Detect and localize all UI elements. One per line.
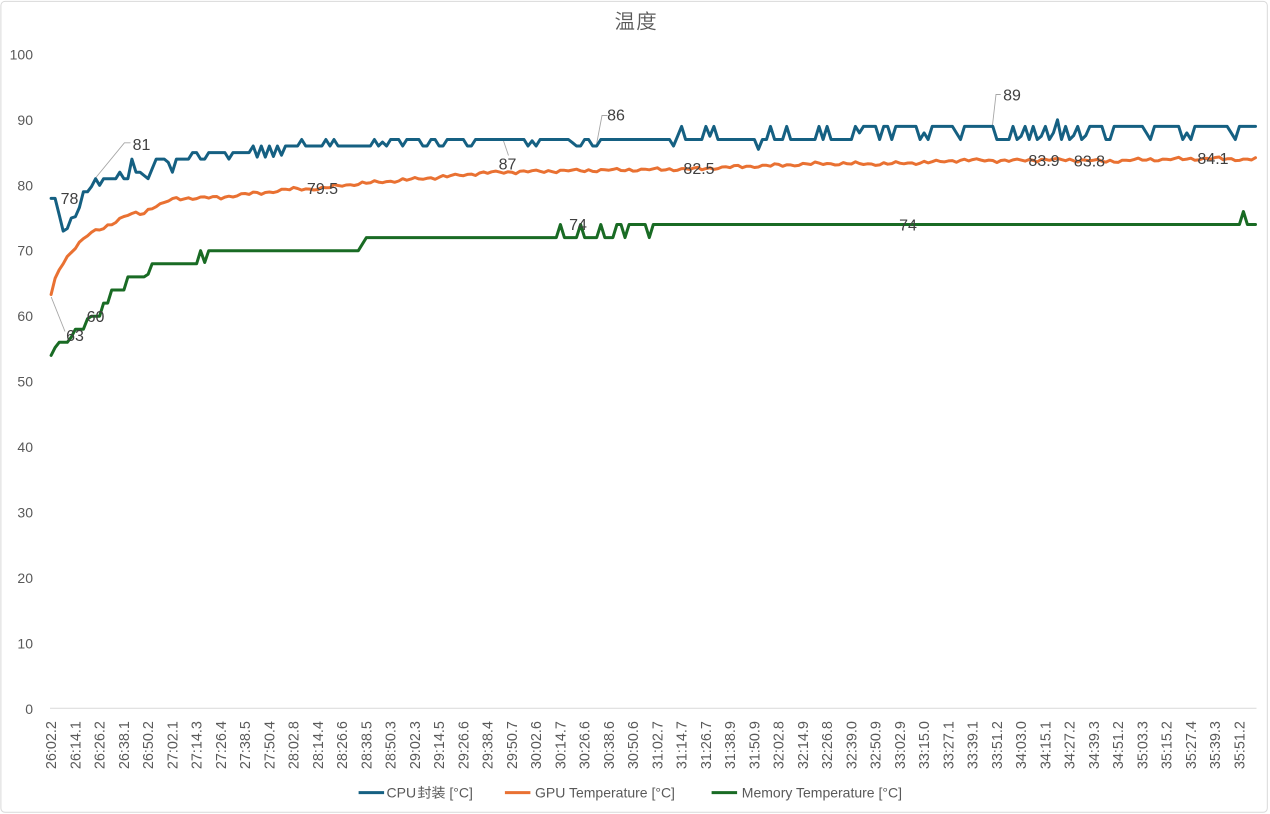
svg-text:29:02.3: 29:02.3 <box>408 721 424 769</box>
svg-text:27:50.4: 27:50.4 <box>263 721 279 769</box>
svg-text:31:50.9: 31:50.9 <box>748 721 764 769</box>
svg-text:34:03.0: 34:03.0 <box>1014 721 1030 769</box>
svg-text:29:38.4: 29:38.4 <box>481 721 497 769</box>
svg-text:82.5: 82.5 <box>683 161 714 178</box>
svg-text:27:26.4: 27:26.4 <box>214 721 230 769</box>
svg-text:81: 81 <box>133 137 151 154</box>
svg-text:33:27.1: 33:27.1 <box>942 721 958 769</box>
svg-text:27:02.1: 27:02.1 <box>165 721 181 769</box>
svg-text:33:39.1: 33:39.1 <box>966 721 982 769</box>
svg-text:GPU Temperature [°C]: GPU Temperature [°C] <box>535 785 675 801</box>
svg-text:33:51.2: 33:51.2 <box>990 721 1006 769</box>
svg-text:30:14.7: 30:14.7 <box>554 721 570 769</box>
svg-text:34:15.1: 34:15.1 <box>1038 721 1054 769</box>
svg-text:29:14.5: 29:14.5 <box>432 721 448 769</box>
svg-text:63: 63 <box>66 328 84 345</box>
svg-text:78: 78 <box>61 191 79 208</box>
svg-text:33:15.0: 33:15.0 <box>917 721 933 769</box>
svg-text:27:38.5: 27:38.5 <box>238 721 254 769</box>
svg-text:28:50.3: 28:50.3 <box>384 721 400 769</box>
svg-text:30:38.6: 30:38.6 <box>602 721 618 769</box>
svg-text:50: 50 <box>17 374 33 390</box>
svg-text:28:02.8: 28:02.8 <box>287 721 303 769</box>
svg-text:89: 89 <box>1003 87 1021 104</box>
svg-text:60: 60 <box>87 309 105 326</box>
svg-text:83.9: 83.9 <box>1028 153 1059 170</box>
svg-text:90: 90 <box>17 112 33 128</box>
svg-text:10: 10 <box>17 635 33 651</box>
svg-text:100: 100 <box>10 46 34 62</box>
svg-text:35:51.2: 35:51.2 <box>1232 721 1248 769</box>
svg-text:60: 60 <box>17 308 33 324</box>
svg-text:28:14.4: 28:14.4 <box>311 721 327 769</box>
svg-text:31:14.7: 31:14.7 <box>675 721 691 769</box>
svg-text:[°C]: [°C] <box>446 785 473 801</box>
svg-text:84.1: 84.1 <box>1197 151 1228 168</box>
svg-text:34:39.3: 34:39.3 <box>1087 721 1103 769</box>
svg-text:26:02.2: 26:02.2 <box>44 721 60 769</box>
svg-text:87: 87 <box>499 156 517 173</box>
svg-text:20: 20 <box>17 570 33 586</box>
svg-text:27:14.3: 27:14.3 <box>190 721 206 769</box>
svg-text:31:02.7: 31:02.7 <box>651 721 667 769</box>
svg-text:35:27.4: 35:27.4 <box>1184 721 1200 769</box>
svg-text:40: 40 <box>17 439 33 455</box>
svg-text:26:38.1: 26:38.1 <box>117 721 133 769</box>
svg-text:31:26.7: 31:26.7 <box>699 721 715 769</box>
svg-text:30:26.6: 30:26.6 <box>578 721 594 769</box>
svg-text:Memory Temperature [°C]: Memory Temperature [°C] <box>742 785 902 801</box>
svg-text:86: 86 <box>607 107 625 124</box>
svg-text:30:50.6: 30:50.6 <box>626 721 642 769</box>
svg-text:35:39.3: 35:39.3 <box>1208 721 1224 769</box>
svg-text:35:15.2: 35:15.2 <box>1160 721 1176 769</box>
svg-text:35:03.3: 35:03.3 <box>1135 721 1151 769</box>
svg-text:29:50.7: 29:50.7 <box>505 721 521 769</box>
svg-text:74: 74 <box>569 217 587 234</box>
svg-text:0: 0 <box>25 701 33 717</box>
svg-text:32:02.8: 32:02.8 <box>772 721 788 769</box>
svg-text:30: 30 <box>17 505 33 521</box>
svg-text:34:51.2: 34:51.2 <box>1111 721 1127 769</box>
svg-text:32:26.8: 32:26.8 <box>820 721 836 769</box>
svg-text:79.5: 79.5 <box>307 181 338 198</box>
svg-text:29:26.6: 29:26.6 <box>457 721 473 769</box>
svg-text:32:14.9: 32:14.9 <box>796 721 812 769</box>
svg-text:26:26.2: 26:26.2 <box>93 721 109 769</box>
svg-text:74: 74 <box>899 217 917 234</box>
svg-text:32:50.9: 32:50.9 <box>869 721 885 769</box>
svg-text:70: 70 <box>17 243 33 259</box>
svg-text:80: 80 <box>17 177 33 193</box>
svg-text:83.8: 83.8 <box>1074 153 1105 170</box>
svg-text:26:14.1: 26:14.1 <box>68 721 84 769</box>
svg-text:28:26.6: 28:26.6 <box>335 721 351 769</box>
svg-text:34:27.2: 34:27.2 <box>1063 721 1079 769</box>
svg-text:30:02.6: 30:02.6 <box>529 721 545 769</box>
svg-text:26:50.2: 26:50.2 <box>141 721 157 769</box>
svg-text:33:02.9: 33:02.9 <box>893 721 909 769</box>
svg-text:28:38.5: 28:38.5 <box>360 721 376 769</box>
svg-text:32:39.0: 32:39.0 <box>845 721 861 769</box>
svg-text:CPU: CPU <box>387 785 417 801</box>
svg-text:31:38.9: 31:38.9 <box>723 721 739 769</box>
